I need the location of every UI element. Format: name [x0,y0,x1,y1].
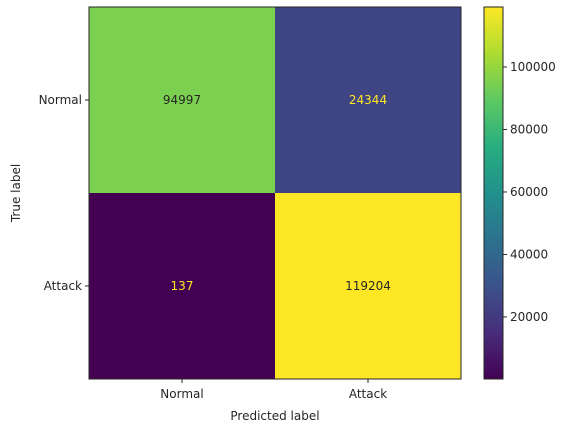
cell-value-label: 119204 [345,279,391,293]
x-tick-label: Attack [349,387,387,401]
heatmap-cell [89,7,275,193]
heatmap-cell [275,7,461,193]
cell-value-label: 24344 [349,93,387,107]
y-tick-label: Attack [44,279,82,293]
colorbar-frame [483,6,504,380]
colorbar-tick-label: 80000 [510,122,548,136]
cell-value-label: 137 [171,279,194,293]
y-tick-label: Normal [39,93,82,107]
x-axis-label: Predicted label [230,409,319,423]
heatmap-cell-labels: 94997 24344 137 119204 [163,93,391,293]
colorbar-ticks: 20000 40000 60000 80000 100000 [503,60,556,324]
colorbar-tick-label: 100000 [510,60,556,74]
y-axis-label: True label [9,164,23,223]
cell-value-label: 94997 [163,93,201,107]
x-tick-label: Normal [160,387,203,401]
colorbar-tick-label: 40000 [510,247,548,261]
colorbar [484,7,503,379]
plot-frame [88,6,462,380]
y-axis: Normal Attack [39,93,89,293]
heatmap-cells [89,7,461,379]
heatmap-cell [89,193,275,379]
heatmap-cell [275,193,461,379]
colorbar-tick-label: 60000 [510,185,548,199]
x-axis: Normal Attack [160,379,387,401]
colorbar-tick-label: 20000 [510,310,548,324]
